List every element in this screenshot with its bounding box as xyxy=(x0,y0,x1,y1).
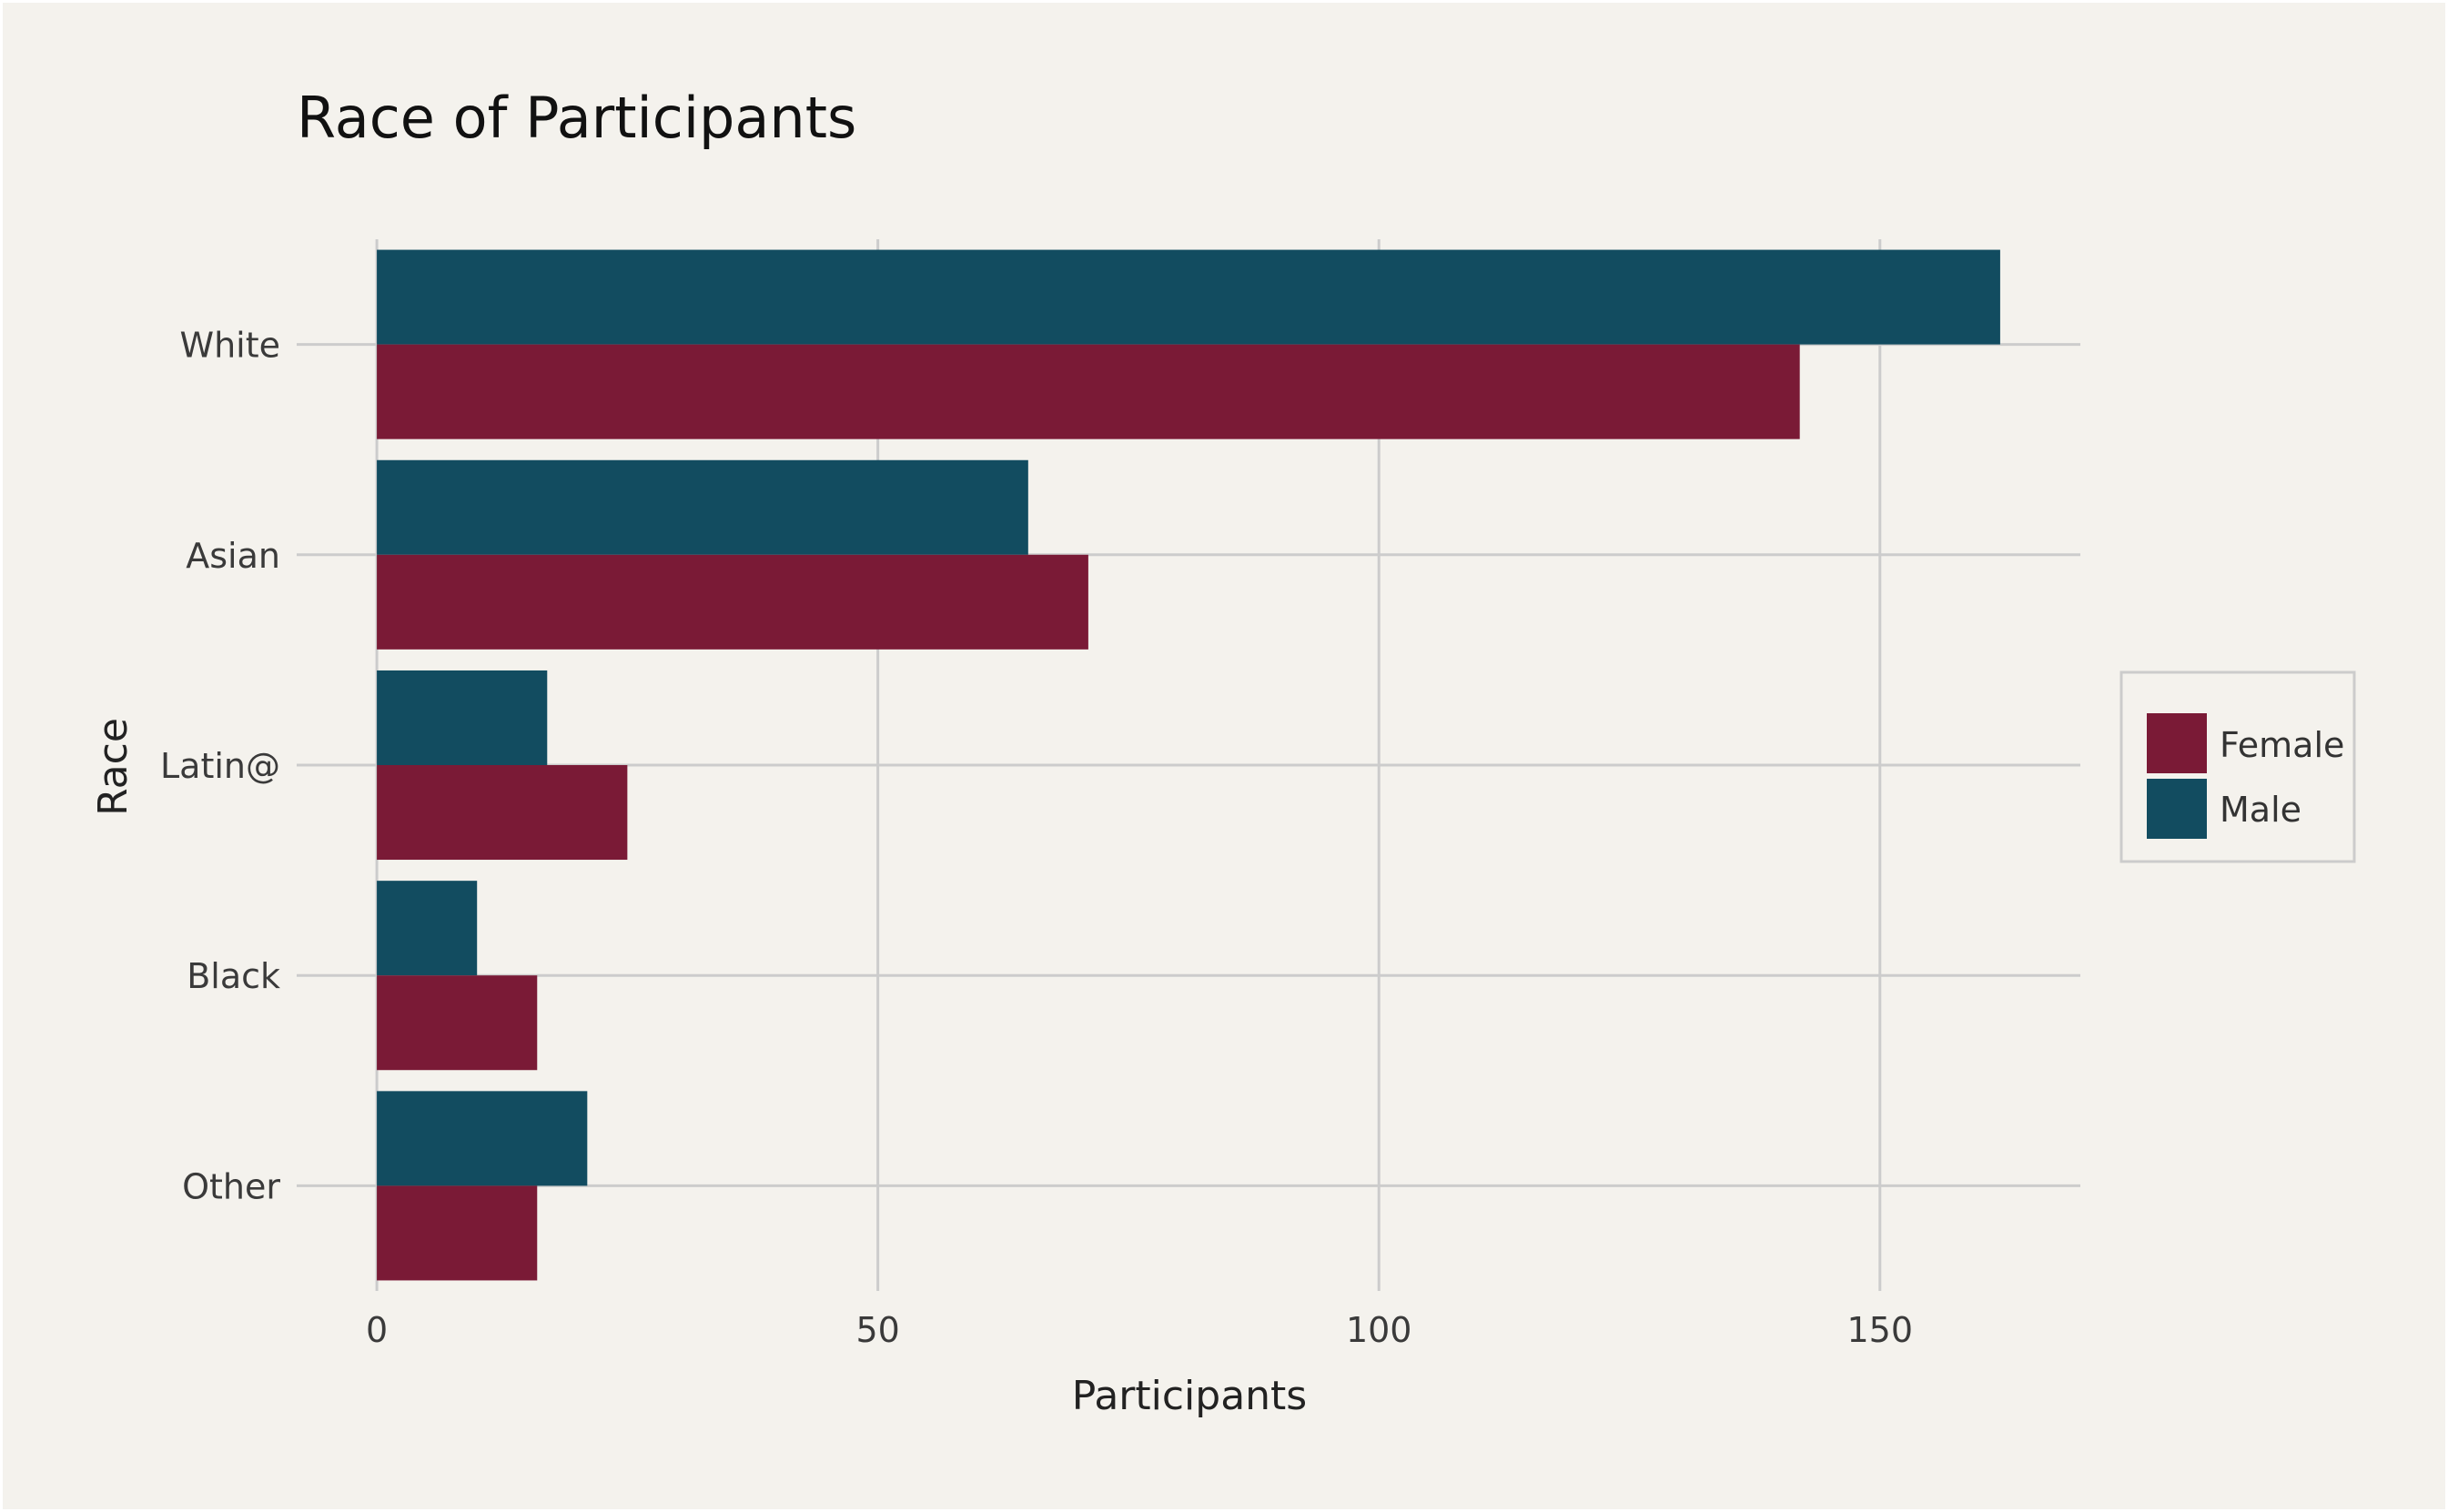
legend-swatch-female xyxy=(2147,713,2207,773)
bar-male-black xyxy=(377,881,478,976)
bar-chart: Race of Participants White Asian Latin@ Bla… xyxy=(90,85,2356,1419)
y-tick-label: White xyxy=(180,326,281,366)
y-tick-label: Other xyxy=(182,1166,280,1206)
x-tick-label: 100 xyxy=(1346,1310,1412,1350)
bar-female-asian xyxy=(377,554,1088,650)
bar-female-black xyxy=(377,975,538,1071)
bar-male-white xyxy=(377,249,2000,345)
legend-label-male: Male xyxy=(2220,790,2301,830)
bar-male-latin xyxy=(377,670,548,765)
bar-male-other xyxy=(377,1091,588,1186)
bar-female-white xyxy=(377,344,1800,439)
legend: Female Male xyxy=(2119,670,2356,863)
bar-male-asian xyxy=(377,459,1028,555)
y-tick-label: Asian xyxy=(186,536,280,576)
x-tick-label: 0 xyxy=(366,1310,388,1350)
bar-female-other xyxy=(377,1185,538,1281)
x-tick-label: 50 xyxy=(855,1310,899,1350)
x-tick-label: 150 xyxy=(1847,1310,1914,1350)
y-tick-label: Latin@ xyxy=(160,746,280,786)
chart-title: Race of Participants xyxy=(297,85,856,151)
legend-label-female: Female xyxy=(2220,725,2344,765)
x-axis-title: Participants xyxy=(1072,1373,1307,1419)
legend-swatch-male xyxy=(2147,779,2207,839)
y-axis-ticks: White Asian Latin@ Black Other xyxy=(160,326,280,1207)
bar-female-latin xyxy=(377,765,628,861)
y-axis-title: Race xyxy=(90,718,137,816)
x-axis-ticks: 0 50 100 150 xyxy=(366,1310,1913,1350)
y-tick-label: Black xyxy=(187,956,280,996)
bars xyxy=(377,249,2000,1281)
